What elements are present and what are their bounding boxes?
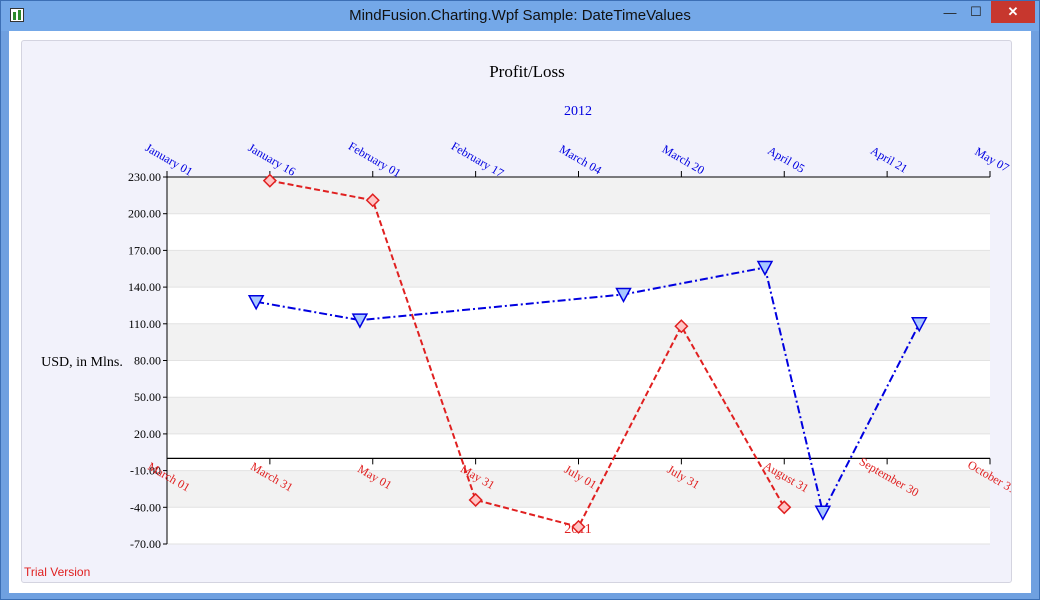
y-tick-label: -40.00 bbox=[130, 500, 161, 514]
close-button[interactable]: ✕ bbox=[991, 1, 1035, 23]
data-point-triangle bbox=[615, 287, 632, 304]
y-tick-label: 200.00 bbox=[128, 207, 161, 221]
y-tick-label: 80.00 bbox=[134, 354, 161, 368]
y-tick-label: -70.00 bbox=[130, 537, 161, 551]
y-tick-label: 230.00 bbox=[128, 170, 161, 184]
data-point-diamond bbox=[468, 492, 483, 508]
minimize-button[interactable]: — bbox=[943, 4, 957, 20]
line-chart: 230.00 200.00 170.00 140.00 110.00 80.00 50.00… bbox=[41, 62, 1019, 551]
grid-stripe bbox=[167, 177, 990, 214]
series-line-2 bbox=[255, 266, 921, 516]
data-point-triangle bbox=[247, 295, 265, 311]
y-tick-label: -10.00 bbox=[130, 464, 161, 478]
top-axis-tick-label: March 04 bbox=[557, 142, 604, 177]
trial-version-label: Trial Version bbox=[24, 565, 91, 579]
window-title: MindFusion.Charting.Wpf Sample: DateTime… bbox=[349, 7, 691, 24]
top-axis-tick-label: January 16 bbox=[246, 140, 298, 178]
data-point-diamond bbox=[571, 519, 586, 534]
data-point-diamond bbox=[777, 500, 792, 515]
data-point-triangle bbox=[814, 505, 832, 521]
y-tick-label: 20.00 bbox=[134, 427, 161, 441]
top-axis-tick-label: February 17 bbox=[449, 139, 507, 180]
y-tick-label: 50.00 bbox=[134, 390, 161, 404]
top-axis-tick-label: March 20 bbox=[660, 142, 707, 177]
top-axis-tick-label: May 07 bbox=[972, 144, 1011, 175]
chart-panel: 230.00 200.00 170.00 140.00 110.00 80.00 50.00… bbox=[21, 40, 1019, 583]
grid-stripe bbox=[167, 323, 990, 361]
data-point-triangle bbox=[911, 317, 928, 333]
grid-stripe bbox=[167, 397, 990, 434]
title-bar[interactable]: MindFusion.Charting.Wpf Sample: DateTime… bbox=[1, 1, 1039, 31]
grid-stripe bbox=[167, 250, 990, 288]
chart-app-icon[interactable] bbox=[10, 8, 24, 22]
y-tick-label: 140.00 bbox=[128, 280, 161, 294]
top-axis-tick-label: April 21 bbox=[868, 143, 910, 175]
grid-stripe bbox=[167, 470, 990, 508]
top-axis-tick-label: February 01 bbox=[346, 139, 404, 180]
data-point-diamond bbox=[365, 193, 380, 208]
maximize-button[interactable]: ☐ bbox=[970, 4, 982, 19]
series-line-1 bbox=[269, 179, 786, 529]
top-axis-tick-label: April 05 bbox=[765, 143, 807, 175]
y-tick-label: 110.00 bbox=[128, 317, 161, 331]
data-point-diamond bbox=[674, 319, 689, 334]
y-tick-label: 170.00 bbox=[128, 243, 161, 257]
y-axis-title: USD, in Mlns. bbox=[41, 355, 123, 370]
data-point-triangle bbox=[756, 260, 774, 277]
client-area: 230.00 200.00 170.00 140.00 110.00 80.00 50.00… bbox=[9, 31, 1031, 593]
data-point-diamond bbox=[262, 173, 277, 188]
data-point-triangle bbox=[351, 313, 369, 329]
top-axis-title: 2012 bbox=[564, 104, 592, 119]
chart-title: Profit/Loss bbox=[489, 62, 565, 81]
